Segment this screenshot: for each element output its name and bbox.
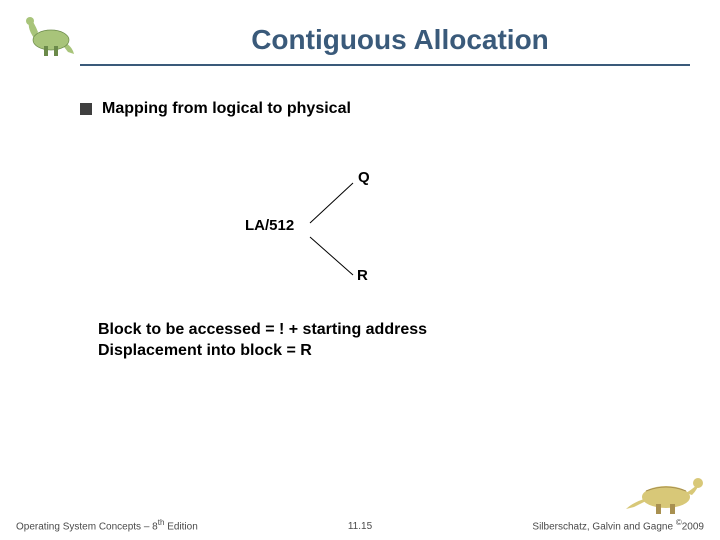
body-line-2: Displacement into block = R bbox=[98, 341, 427, 362]
body-text: Block to be accessed = ! + starting addr… bbox=[98, 320, 427, 362]
footer-right: Silberschatz, Galvin and Gagne ©2009 bbox=[475, 518, 704, 532]
bullet-text: Mapping from logical to physical bbox=[102, 100, 351, 118]
mapping-diagram: LA/512 Q R bbox=[245, 165, 445, 285]
bullet-row: Mapping from logical to physical bbox=[80, 100, 351, 118]
title-underline bbox=[80, 64, 690, 66]
content-area: Contiguous Allocation Mapping from logic… bbox=[20, 0, 720, 540]
footer-left-post: Edition bbox=[164, 521, 197, 532]
dinosaur-bottom-icon bbox=[624, 471, 704, 516]
footer-left: Operating System Concepts – 8th Edition bbox=[16, 518, 245, 532]
slide: Contiguous Allocation Mapping from logic… bbox=[0, 0, 720, 540]
footer-left-pre: Operating System Concepts – 8 bbox=[16, 521, 158, 532]
footer-right-post: 2009 bbox=[682, 521, 704, 532]
q-label: Q bbox=[358, 169, 370, 186]
la-label: LA/512 bbox=[245, 217, 294, 234]
footer-right-pre: Silberschatz, Galvin and Gagne bbox=[532, 521, 675, 532]
footer: Operating System Concepts – 8th Edition … bbox=[0, 518, 720, 532]
r-label: R bbox=[357, 267, 368, 284]
slide-title: Contiguous Allocation bbox=[20, 0, 720, 64]
body-line-1: Block to be accessed = ! + starting addr… bbox=[98, 320, 427, 341]
bullet-square-icon bbox=[80, 103, 92, 115]
footer-center: 11.15 bbox=[245, 521, 474, 532]
